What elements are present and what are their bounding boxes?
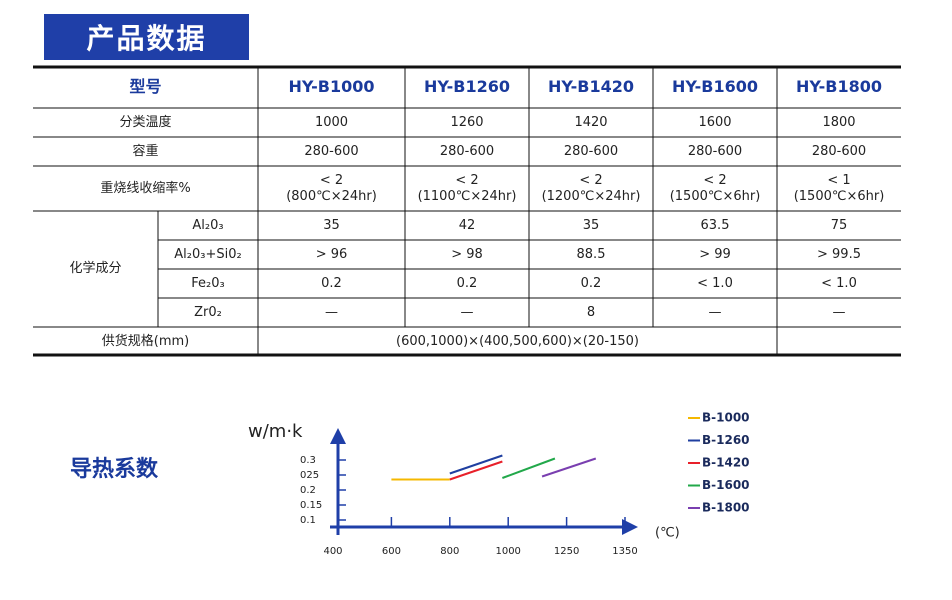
cell: 280-600: [687, 143, 743, 159]
cell: < 2 (800℃×24hr): [258, 166, 405, 211]
cell: 63.5: [700, 217, 730, 233]
cell: 280-600: [811, 143, 867, 159]
cell: —: [708, 304, 722, 320]
column-header: HY-B1260: [424, 77, 510, 96]
row-label: 分类温度: [119, 114, 172, 130]
cell: 1420: [574, 114, 608, 130]
cell: 280-600: [439, 143, 495, 159]
cell: —: [325, 304, 338, 320]
x-tick-label: 400: [323, 546, 342, 557]
cell: 35: [582, 217, 600, 233]
column-header: HY-B1000: [288, 77, 375, 96]
x-tick-label: 600: [382, 546, 401, 557]
cell: 1800: [822, 114, 856, 130]
cell-line: (1500℃×6hr): [793, 188, 885, 204]
y-tick-label: 0.1: [300, 515, 316, 526]
series-line: [449, 454, 503, 475]
cell: < 1.0: [697, 275, 733, 291]
x-tick-label: 800: [440, 546, 459, 557]
column-header: HY-B1420: [548, 77, 634, 96]
x-tick-label: 1000: [495, 546, 520, 557]
y-tick-label: 0.2: [300, 485, 316, 496]
row-label: Zr0₂: [194, 304, 222, 320]
legend-label: B-1260: [702, 433, 750, 447]
cell: 1260: [450, 114, 484, 130]
row-label: Al₂0₃+Si0₂: [174, 246, 242, 262]
cell: 1600: [698, 114, 732, 130]
cell: —: [460, 304, 474, 320]
legend-label: B-1600: [702, 478, 750, 492]
y-axis-label: w/m·k: [248, 421, 303, 442]
column-header: 型号: [129, 77, 162, 96]
cell-line: (800℃×24hr): [286, 188, 377, 204]
cell: < 2 (1500℃×6hr): [653, 166, 777, 211]
x-tick-label: 1250: [554, 546, 579, 557]
column-header: HY-B1800: [796, 77, 882, 96]
y-tick-label: 0.15: [300, 500, 322, 511]
cell: 0.2: [580, 275, 602, 291]
row-label: 重烧线收缩率%: [100, 180, 191, 196]
cell: < 2 (1100℃×24hr): [405, 166, 529, 211]
x-axis-label: (℃): [655, 526, 680, 541]
cell: 0.2: [321, 275, 342, 291]
cell: 280-600: [304, 143, 359, 159]
group-label: 化学成分: [69, 261, 122, 276]
legend-label: B-1800: [702, 501, 750, 515]
cell: < 1.0: [821, 275, 857, 291]
row-label: 容重: [132, 143, 159, 159]
cell-line: (1200℃×24hr): [541, 188, 641, 204]
row-label: Al₂0₃: [192, 217, 224, 233]
cell: > 98: [451, 246, 483, 262]
cell: > 99.5: [817, 246, 861, 262]
cell-line: (1100℃×24hr): [417, 188, 517, 204]
cell: 88.5: [576, 246, 606, 262]
column-header: HY-B1600: [672, 77, 758, 96]
cell: < 1 (1500℃×6hr): [777, 166, 901, 211]
row-label: 供货规格(mm): [101, 333, 190, 349]
cell: > 99: [699, 246, 731, 262]
series-line: [449, 460, 503, 481]
cell: —: [832, 304, 846, 320]
cell-line: (1500℃×6hr): [669, 188, 761, 204]
legend-label: B-1420: [702, 456, 750, 470]
y-arrow: [330, 428, 346, 444]
cell: (600,1000)×(400,500,600)×(20-150): [396, 333, 639, 349]
cell: 35: [323, 217, 340, 233]
legend-label: B-1000: [702, 411, 750, 425]
cell: 280-600: [563, 143, 619, 159]
cell: 75: [830, 217, 848, 233]
cell-line: < 1: [827, 172, 851, 188]
cell: 0.2: [456, 275, 478, 291]
series-line: [502, 457, 556, 479]
chart-title: 导热系数: [70, 456, 159, 482]
cell-line: < 2: [319, 172, 344, 188]
cell: 8: [586, 304, 596, 320]
row-label: Fe₂0₃: [191, 275, 225, 291]
x-tick-label: 1350: [612, 546, 637, 557]
cell: < 2 (1200℃×24hr): [529, 166, 653, 211]
cell: 42: [458, 217, 476, 233]
cell-line: < 2: [455, 172, 479, 188]
series-line: [541, 457, 597, 478]
y-tick-label: 0.3: [300, 455, 316, 466]
cell: > 96: [315, 246, 348, 262]
cell-line: < 2: [703, 172, 727, 188]
cell-line: < 2: [579, 172, 603, 188]
section-title: 产品数据: [44, 14, 249, 60]
y-tick-label: 025: [300, 470, 319, 481]
x-arrow: [622, 519, 638, 535]
cell: 1000: [314, 114, 349, 130]
